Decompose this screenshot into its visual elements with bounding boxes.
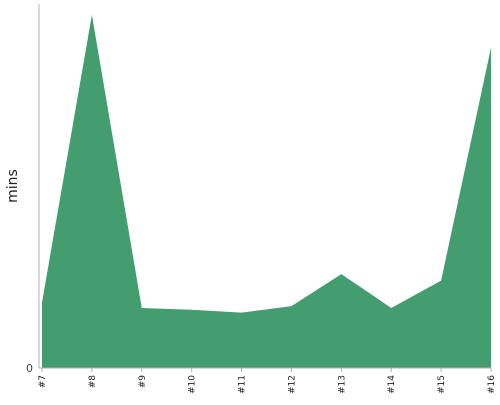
data-point-15 [439,279,443,283]
data-point-9 [140,306,144,310]
y-axis-title: mins [5,169,21,203]
data-point-16 [489,46,493,50]
x-tick-label: #7 [38,375,48,388]
data-point-7 [40,300,44,304]
x-tick-label: #14 [387,375,397,394]
y-axis-ticks: 0 [26,362,33,375]
x-tick-label: #9 [138,375,148,389]
plot-area [40,13,493,368]
x-tick-label: #16 [487,375,497,394]
x-tick-label: #12 [287,375,297,394]
x-tick-label: #13 [337,375,347,394]
data-point-10 [190,308,194,312]
x-tick-label: #8 [88,375,98,389]
data-point-12 [289,304,293,308]
data-point-14 [389,306,393,310]
data-point-11 [240,311,244,315]
x-axis-ticks: #7 #8 #9 #10 #11 #12 #13 #14 #15 #16 [38,368,497,394]
y-tick-label: 0 [26,362,33,375]
data-point-13 [339,272,343,276]
x-tick-label: #15 [437,375,447,394]
x-tick-label: #11 [238,375,248,394]
x-tick-label: #10 [188,375,198,394]
area-series [42,14,491,368]
data-point-8 [90,13,94,17]
axes [38,4,491,369]
